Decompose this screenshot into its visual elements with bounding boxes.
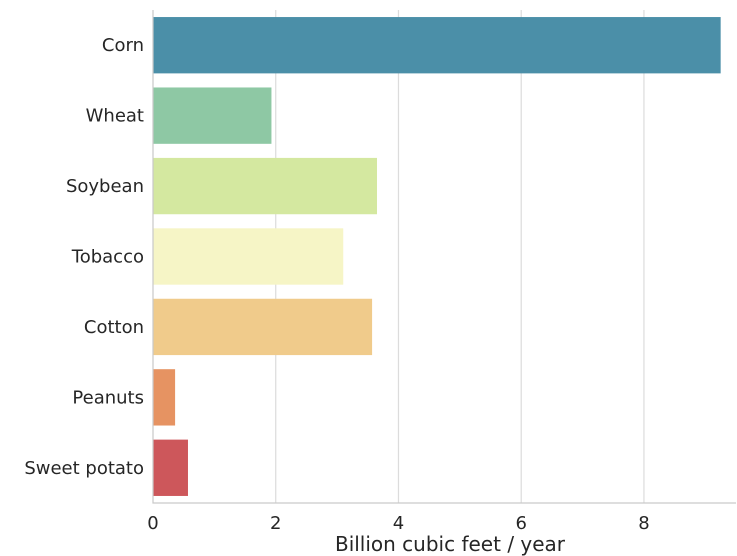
y-tick-label: Corn bbox=[102, 35, 144, 56]
bar-corn bbox=[153, 17, 721, 74]
bar-cotton bbox=[153, 298, 373, 356]
bar-tobacco bbox=[153, 228, 344, 285]
y-tick-label: Soybean bbox=[66, 176, 144, 197]
y-tick-labels: Corn Wheat Soybean Tobacco Cotton Peanuts Swee… bbox=[24, 35, 144, 479]
x-tick-label: 0 bbox=[147, 513, 158, 534]
y-tick-label: Tobacco bbox=[71, 247, 144, 268]
bar-soybean bbox=[153, 157, 377, 215]
y-tick-label: Sweet potato bbox=[24, 458, 144, 479]
y-tick-label: Wheat bbox=[86, 106, 144, 127]
bars-layer bbox=[153, 17, 721, 496]
bar-wheat bbox=[153, 87, 272, 144]
y-tick-label: Cotton bbox=[84, 317, 144, 338]
x-axis-title: Billion cubic feet / year bbox=[335, 532, 566, 556]
x-tick-labels: 0 2 4 6 8 bbox=[147, 513, 649, 534]
x-tick-label: 2 bbox=[270, 513, 281, 534]
x-tick-label: 6 bbox=[515, 513, 526, 534]
bar-peanuts bbox=[153, 369, 176, 426]
x-tick-label: 8 bbox=[638, 513, 649, 534]
y-tick-label: Peanuts bbox=[72, 387, 144, 408]
axis-spines bbox=[152, 10, 736, 504]
spines-layer bbox=[152, 10, 736, 504]
bar-sweet-potato bbox=[153, 439, 188, 496]
x-tick-label: 4 bbox=[393, 513, 404, 534]
